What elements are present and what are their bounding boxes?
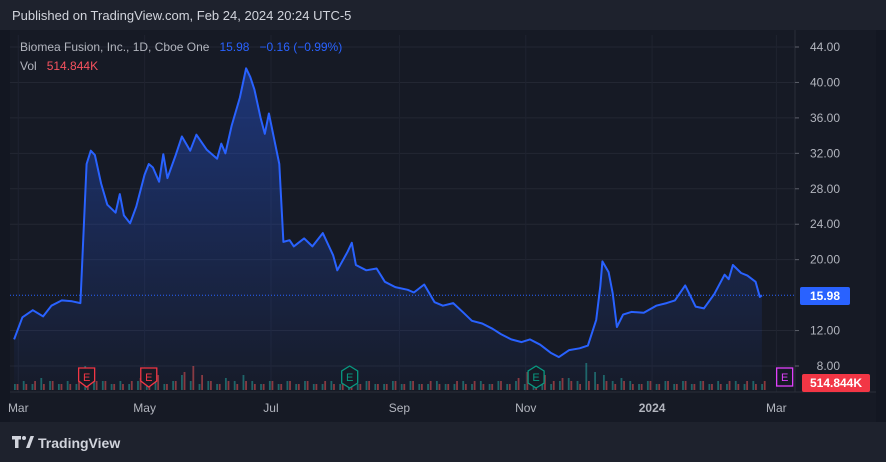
legend-volume-row: Vol 514.844K [20,59,342,78]
x-tick-label: 2024 [639,401,666,415]
legend-vol-value: 514.844K [46,59,99,73]
price-axis[interactable]: 44.00 40.00 36.00 32.00 28.00 24.00 20.00 12.00… [794,30,841,392]
current-price-label: 15.98 [800,287,850,305]
event-marker-letter: E [83,372,90,384]
y-tick-label: 32.00 [810,146,840,160]
price-series [10,67,795,391]
event-marker-letter: E [532,372,539,384]
price-line [13,67,763,359]
y-tick-label: 28.00 [810,182,840,196]
x-tick-label: Mar [766,401,787,415]
event-marker-split[interactable]: E [775,367,794,387]
event-marker-letter: E [346,372,353,384]
legend-last-price: 15.98 [219,40,250,54]
y-tick-label: 44.00 [810,40,840,54]
event-marker-dividend[interactable]: E [527,365,545,389]
event-marker-letter: E [781,372,788,384]
published-header: Published on TradingView.com, Feb 24, 20… [0,0,886,30]
x-tick-label: May [133,401,156,415]
y-tick-label: 40.00 [810,75,840,89]
legend-vol-label: Vol [20,59,37,73]
event-marker-dividend[interactable]: E [341,365,359,389]
y-tick-label: 8.00 [817,359,841,373]
legend-symbol: Biomea Fusion, Inc., 1D, Cboe One [20,40,210,54]
event-marker-earnings[interactable]: E [140,367,158,388]
y-tick-label: 12.00 [810,324,840,338]
footer-brand: TradingView [38,435,121,451]
time-axis[interactable]: Mar May Jul Sep Nov 2024 Mar [8,391,876,415]
legend-symbol-row: Biomea Fusion, Inc., 1D, Cboe One 15.98 … [20,40,342,59]
x-tick-label: Jul [263,401,278,415]
y-tick-label: 20.00 [810,253,840,267]
legend-change: −0.16 (−0.99%) [259,40,343,54]
x-tick-label: Sep [389,401,411,415]
current-volume-label: 514.844K [802,374,870,392]
legend[interactable]: Biomea Fusion, Inc., 1D, Cboe One 15.98 … [20,40,342,78]
published-text: Published on TradingView.com, Feb 24, 20… [12,8,352,23]
volume-bar-down [763,381,766,390]
event-marker-letter: E [145,372,152,384]
y-tick-label: 36.00 [810,111,840,125]
x-tick-label: Mar [8,401,29,415]
footer: TradingView [0,422,886,462]
volume-bar-up [761,384,764,390]
event-marker-earnings[interactable]: E [77,367,96,388]
x-tick-label: Nov [515,401,536,415]
y-tick-label: 24.00 [810,217,840,231]
tradingview-logo-icon [12,436,34,448]
price-area [14,68,762,391]
